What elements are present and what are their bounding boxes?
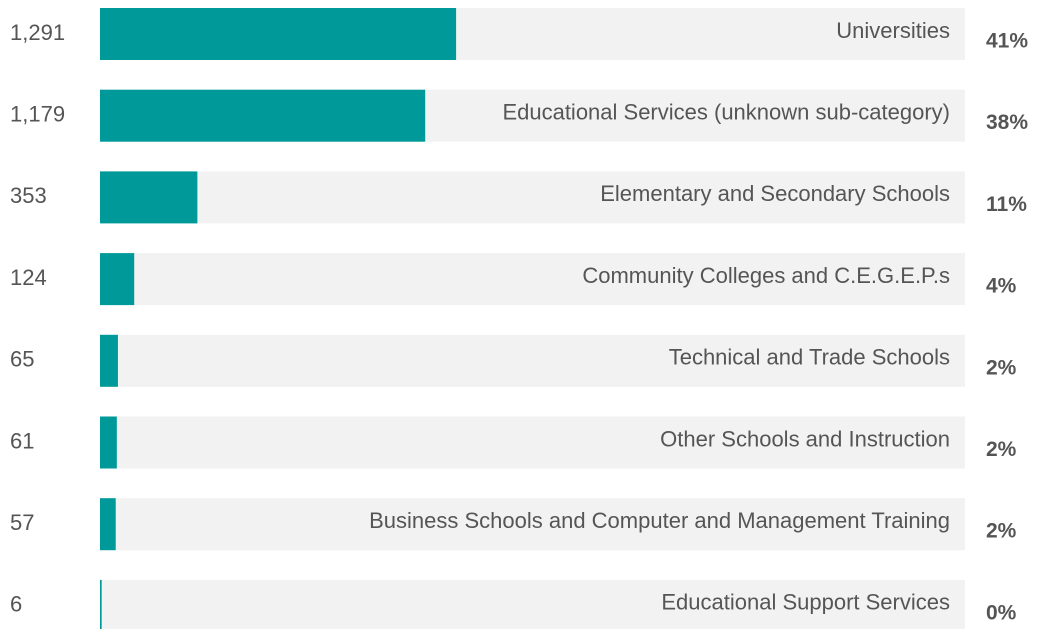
share-label: 38% (986, 111, 1028, 134)
value-label: 1,291 (10, 20, 65, 45)
share-label: 41% (986, 30, 1028, 53)
bar-track (100, 334, 965, 387)
share-label: 2% (986, 356, 1017, 379)
bar (100, 8, 457, 60)
category-label: Universities (836, 18, 950, 43)
category-label: Other Schools and Instruction (660, 426, 950, 451)
category-label: Educational Support Services (661, 590, 950, 615)
bar (100, 579, 102, 629)
bar-track (100, 498, 965, 551)
bar (100, 498, 116, 551)
share-label: 0% (986, 601, 1017, 624)
category-label: Elementary and Secondary Schools (600, 181, 950, 206)
category-label: Educational Services (unknown sub-catego… (502, 100, 950, 125)
bar-track (100, 579, 965, 629)
value-label: 1,179 (10, 102, 65, 127)
share-label: 11% (986, 193, 1027, 216)
share-label: 4% (986, 275, 1017, 298)
value-label: 65 (10, 347, 34, 372)
share-label: 2% (986, 520, 1017, 543)
category-label: Business Schools and Computer and Manage… (369, 508, 950, 533)
bar (100, 253, 135, 306)
value-label: 353 (10, 183, 47, 208)
bar (100, 334, 118, 387)
value-label: 61 (10, 428, 34, 453)
share-label: 2% (986, 438, 1017, 461)
bar-track (100, 253, 965, 306)
bar-track (100, 416, 965, 469)
value-label: 6 (10, 592, 22, 617)
value-label: 57 (10, 510, 34, 535)
category-label: Technical and Trade Schools (669, 345, 950, 370)
bar-track (100, 171, 965, 224)
category-label: Community Colleges and C.E.G.E.P.s (582, 263, 950, 288)
bar (100, 416, 117, 469)
bar (100, 171, 198, 224)
bar (100, 89, 426, 142)
value-label: 124 (10, 265, 47, 290)
